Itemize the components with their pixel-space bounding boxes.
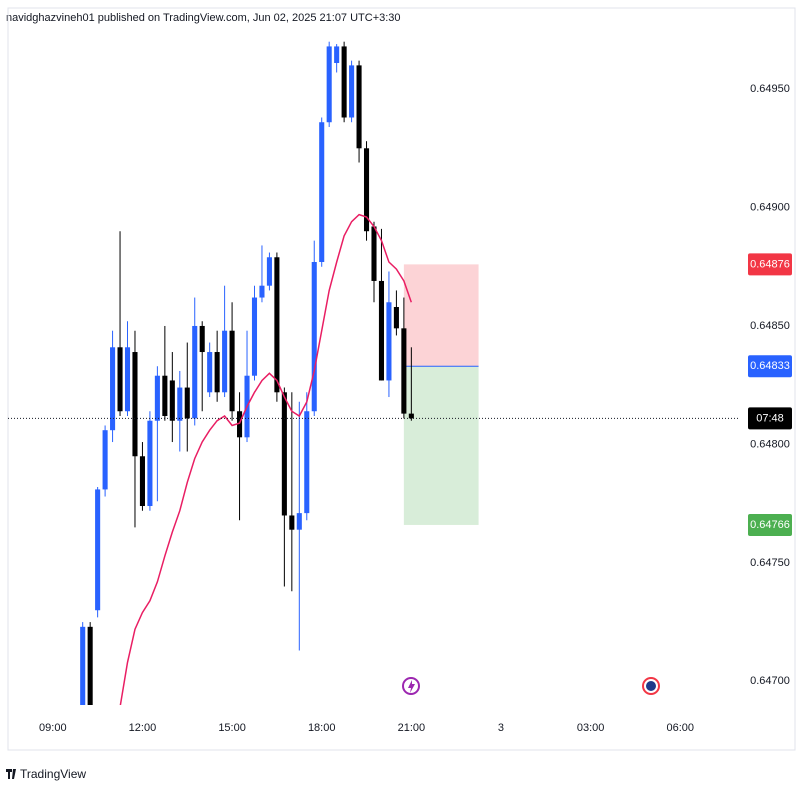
candle-body xyxy=(334,46,340,64)
target-label-box xyxy=(748,513,792,536)
candle-body xyxy=(251,297,258,376)
footer-logo: TradingView xyxy=(20,767,86,781)
candle-body xyxy=(110,347,116,431)
candle-body xyxy=(95,489,101,611)
candle-body xyxy=(326,46,332,123)
y-tick-label: 0.64950 xyxy=(750,83,790,95)
countdown-label-box xyxy=(748,407,792,430)
candle-body xyxy=(304,411,310,514)
y-tick-label: 0.64850 xyxy=(750,320,790,332)
countdown-label: 07:48 xyxy=(756,412,784,424)
candle-body xyxy=(311,262,317,412)
candle-body xyxy=(296,513,302,530)
candle-body xyxy=(408,413,414,419)
candle-body xyxy=(289,515,295,530)
candle-body xyxy=(162,375,168,416)
candle-body xyxy=(80,626,86,705)
header: navidghazvineh01 published on TradingVie… xyxy=(6,12,401,24)
candle-body xyxy=(229,330,235,412)
candle-body xyxy=(222,330,228,393)
entry-label: 0.64833 xyxy=(750,360,790,372)
candle-body xyxy=(87,626,93,705)
candle-body xyxy=(341,46,347,118)
candle-body xyxy=(393,307,399,329)
candle-body xyxy=(169,380,175,421)
event-icon xyxy=(402,677,420,695)
x-tick-label: 3 xyxy=(498,722,504,734)
y-tick-label: 0.64800 xyxy=(750,438,790,450)
candle-body xyxy=(147,420,153,507)
logo xyxy=(6,769,16,779)
stop-zone xyxy=(403,264,479,367)
candle-body xyxy=(363,148,370,232)
candle-body xyxy=(281,392,287,516)
candle-body xyxy=(356,65,362,149)
candle-body xyxy=(401,328,407,414)
candle-body xyxy=(259,285,265,298)
chart-frame xyxy=(7,7,796,751)
candle-body xyxy=(184,387,190,419)
y-tick-label: 0.64900 xyxy=(750,201,790,213)
x-tick-label: 21:00 xyxy=(398,722,426,734)
candle-body xyxy=(154,375,160,421)
candle-body xyxy=(274,257,280,393)
candle-body xyxy=(266,257,272,286)
y-tick-label: 0.64700 xyxy=(750,675,790,687)
candle-body xyxy=(199,325,205,353)
entry-label-box xyxy=(748,355,792,378)
x-tick-label: 03:00 xyxy=(577,722,605,734)
candle-body xyxy=(371,226,377,281)
x-tick-label: 12:00 xyxy=(129,722,157,734)
candle-body xyxy=(237,411,243,438)
candle-body xyxy=(117,347,123,412)
candle-body xyxy=(124,347,131,412)
candle-body xyxy=(192,325,198,419)
candle-body xyxy=(102,430,108,490)
x-tick-label: 18:00 xyxy=(308,722,336,734)
target-zone xyxy=(403,366,479,525)
candle-body xyxy=(207,352,213,393)
candle-body xyxy=(319,122,325,263)
stop-label: 0.64876 xyxy=(750,258,790,270)
candle-body xyxy=(177,387,183,421)
plot-area xyxy=(80,41,479,705)
candle-body xyxy=(132,352,138,457)
stop-label-box xyxy=(748,253,792,276)
candle-body xyxy=(214,352,220,393)
x-tick-label: 15:00 xyxy=(218,722,246,734)
ma-line xyxy=(119,213,413,705)
x-tick-label: 06:00 xyxy=(666,722,694,734)
x-tick-label: 09:00 xyxy=(39,722,67,734)
y-tick-label: 0.64750 xyxy=(750,557,790,569)
target-label: 0.64766 xyxy=(750,519,790,531)
candle-body xyxy=(349,65,355,118)
flag-icon xyxy=(642,677,660,695)
candle-body xyxy=(386,302,392,381)
candle-body xyxy=(139,456,145,507)
candle-body xyxy=(378,280,385,381)
